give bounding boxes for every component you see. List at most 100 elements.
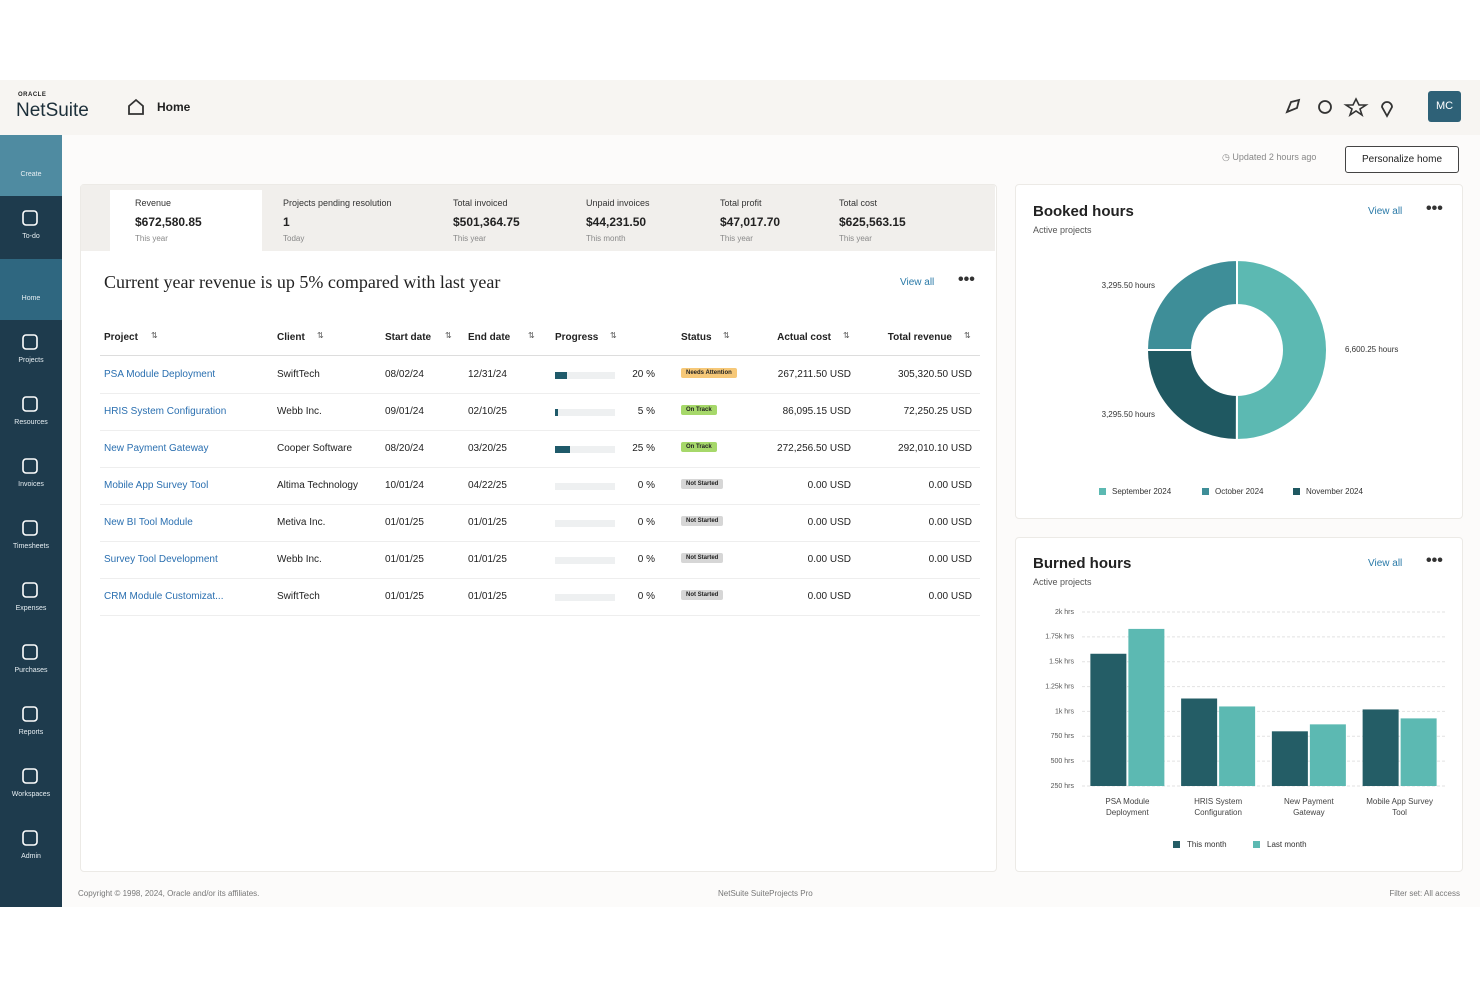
chart-title: Booked hours xyxy=(1033,203,1134,220)
nav-item[interactable]: Timesheets xyxy=(13,543,49,550)
more-menu[interactable]: ••• xyxy=(1426,200,1443,217)
project-link[interactable]: New Payment Gateway xyxy=(104,443,209,454)
kpi-period: This year xyxy=(135,234,168,243)
column-header[interactable]: Start date xyxy=(385,332,432,343)
status-chip: Not Started xyxy=(681,479,724,489)
project-link[interactable]: Mobile App Survey Tool xyxy=(104,480,209,491)
status-chip: Not Started xyxy=(681,590,724,600)
more-menu[interactable]: ••• xyxy=(1426,552,1443,569)
client: Altima Technology xyxy=(277,480,358,491)
start-date: 01/01/25 xyxy=(385,554,424,565)
start-date: 08/20/24 xyxy=(385,443,424,454)
kpi-label: Revenue xyxy=(135,198,172,208)
kpi-label: Unpaid invoices xyxy=(586,198,650,208)
donut-slice xyxy=(1235,258,1328,442)
legend-label: November 2024 xyxy=(1306,487,1363,496)
progress-label: 0 % xyxy=(637,517,655,528)
client: Webb Inc. xyxy=(277,406,322,417)
brand[interactable]: NetSuite xyxy=(16,100,89,121)
nav-item[interactable]: Invoices xyxy=(18,481,44,488)
bar xyxy=(1090,653,1127,786)
breadcrumb[interactable]: Home xyxy=(157,100,191,114)
home-icon[interactable] xyxy=(126,97,146,117)
nav-icon xyxy=(22,396,38,412)
actual-cost: 267,211.50 USD xyxy=(777,369,851,380)
avatar[interactable]: MC xyxy=(1428,91,1461,122)
kpi-label: Projects pending resolution xyxy=(283,198,392,208)
project-link[interactable]: HRIS System Configuration xyxy=(104,406,227,417)
nav-item[interactable]: Workspaces xyxy=(11,791,51,798)
legend-swatch xyxy=(1293,488,1300,495)
column-header[interactable]: End date xyxy=(468,332,511,343)
y-tick-label: 1.5k hrs xyxy=(1049,659,1074,666)
legend-label: October 2024 xyxy=(1215,487,1264,496)
client: Cooper Software xyxy=(277,443,353,454)
kpi-selected[interactable] xyxy=(110,190,262,251)
kpi-label: Total cost xyxy=(839,198,878,208)
legend-swatch xyxy=(1099,488,1106,495)
burned-card xyxy=(1015,537,1463,872)
nav-item[interactable]: Home xyxy=(21,295,41,302)
sort-icon: ⇅ xyxy=(610,331,617,340)
progress-track xyxy=(555,409,615,416)
nav-item[interactable]: Resources xyxy=(14,419,48,426)
column-header[interactable]: Client xyxy=(277,332,305,343)
column-header[interactable]: Actual cost xyxy=(777,332,831,343)
legend-swatch xyxy=(1173,841,1180,848)
nav-icon xyxy=(22,334,38,350)
y-tick-label: 2k hrs xyxy=(1055,609,1075,616)
nav-item[interactable]: Purchases xyxy=(14,667,48,674)
table-rule xyxy=(100,355,980,356)
y-tick-label: 1k hrs xyxy=(1055,708,1075,715)
slice-label: 6,600.25 hours xyxy=(1345,345,1398,354)
nav-item[interactable]: To-do xyxy=(22,233,40,240)
progress-label: 0 % xyxy=(637,554,655,565)
bar xyxy=(1219,706,1256,786)
more-menu[interactable]: ••• xyxy=(958,271,975,288)
project-link[interactable]: PSA Module Deployment xyxy=(104,369,216,380)
footer-center: NetSuite SuiteProjects Pro xyxy=(718,889,813,898)
x-tick-label: HRIS System Configuration xyxy=(1194,797,1243,817)
nav-item[interactable]: Expenses xyxy=(15,605,47,612)
nav-item[interactable]: Create xyxy=(20,171,42,178)
column-header[interactable]: Total revenue xyxy=(887,332,952,343)
project-link[interactable]: CRM Module Customizat... xyxy=(104,591,224,602)
column-header[interactable]: Project xyxy=(104,332,138,343)
bar xyxy=(1309,724,1346,786)
updated-text: Updated 2 hours ago xyxy=(1232,152,1317,162)
sort-icon: ⇅ xyxy=(723,331,730,340)
view-all-link[interactable]: View all xyxy=(1368,206,1403,217)
project-link[interactable]: New BI Tool Module xyxy=(104,517,193,528)
nav-item[interactable]: Projects xyxy=(18,357,44,364)
view-all-link[interactable]: View all xyxy=(1368,558,1403,569)
progress-track xyxy=(555,372,615,379)
client: SwiftTech xyxy=(277,369,320,380)
bar xyxy=(1128,628,1165,786)
footer-left: Copyright © 1998, 2024, Oracle and/or it… xyxy=(78,889,260,898)
view-all-link[interactable]: View all xyxy=(900,277,935,288)
personalize-button[interactable]: Personalize home xyxy=(1345,146,1459,173)
nav-item[interactable]: Reports xyxy=(18,729,44,736)
status-chip: On Track xyxy=(681,442,717,452)
project-link[interactable]: Survey Tool Development xyxy=(104,554,218,565)
start-date: 01/01/25 xyxy=(385,517,424,528)
x-tick-label: New Payment Gateway xyxy=(1283,797,1334,817)
column-header[interactable]: Status xyxy=(681,332,712,343)
total-revenue: 0.00 USD xyxy=(928,554,972,565)
nav-item[interactable]: Admin xyxy=(21,853,41,860)
donut-slice xyxy=(1145,258,1238,351)
legend-label: Last month xyxy=(1267,840,1307,849)
kpi-label: Total profit xyxy=(720,198,762,208)
chart-subtitle: Active projects xyxy=(1033,225,1092,235)
chart-title: Burned hours xyxy=(1033,555,1132,572)
x-tick-label: Mobile App Survey Tool xyxy=(1366,797,1433,817)
y-tick-label: 1.25k hrs xyxy=(1045,683,1074,690)
x-tick-label: PSA Module Deployment xyxy=(1105,797,1150,817)
row-rule xyxy=(100,541,980,542)
column-header[interactable]: Progress xyxy=(555,332,599,343)
client: Webb Inc. xyxy=(277,554,322,565)
header-icons[interactable] xyxy=(1283,96,1403,118)
donut-slice xyxy=(1145,348,1238,442)
kpi-value: $47,017.70 xyxy=(720,215,781,229)
total-revenue: 0.00 USD xyxy=(928,591,972,602)
